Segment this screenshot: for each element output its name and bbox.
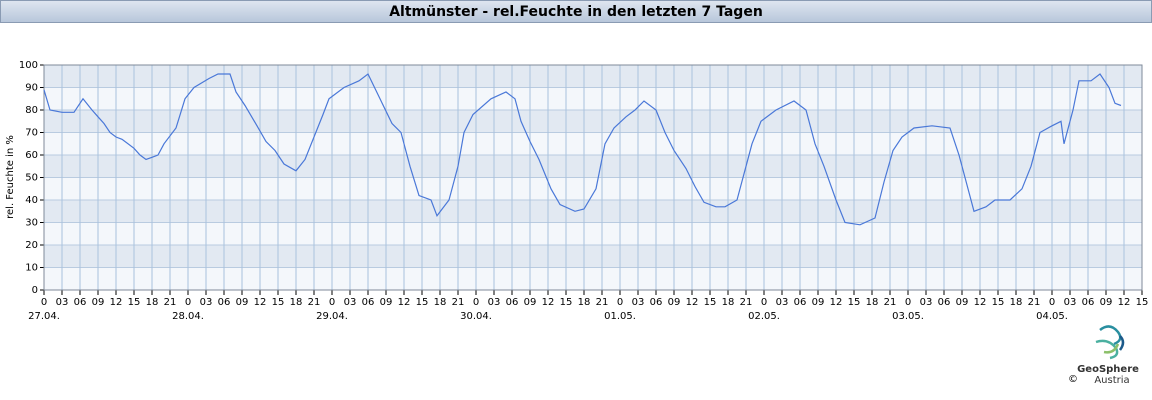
band <box>44 245 1142 268</box>
x-tick-label: 21 <box>452 297 465 308</box>
y-tick-label: 30 <box>25 218 38 229</box>
y-tick-label: 60 <box>25 150 38 161</box>
x-tick-label: 0 <box>761 297 767 308</box>
x-tick-label: 15 <box>1136 297 1149 308</box>
x-tick-label: 06 <box>938 297 951 308</box>
copyright: © <box>1068 374 1078 385</box>
y-tick-label: 70 <box>25 128 38 139</box>
x-tick-label: 12 <box>974 297 987 308</box>
x-tick-label: 18 <box>866 297 879 308</box>
x-tick-label: 09 <box>956 297 969 308</box>
y-tick-label: 100 <box>19 60 38 71</box>
logo-icon <box>1095 325 1125 360</box>
x-tick-label: 09 <box>668 297 681 308</box>
x-tick-label: 09 <box>236 297 249 308</box>
x-tick-label: 15 <box>848 297 861 308</box>
x-tick-label: 12 <box>398 297 411 308</box>
date-label: 01.05. <box>604 311 636 322</box>
x-tick-label: 03 <box>776 297 789 308</box>
date-label: 28.04. <box>172 311 204 322</box>
band <box>44 110 1142 133</box>
x-tick-label: 12 <box>254 297 267 308</box>
x-tick-label: 15 <box>560 297 573 308</box>
x-tick-label: 09 <box>812 297 825 308</box>
band <box>44 200 1142 223</box>
x-tick-label: 21 <box>884 297 897 308</box>
y-axis-label: rel. Feuchte in % <box>5 135 16 219</box>
x-tick-label: 0 <box>473 297 479 308</box>
logo-sub: Austria <box>1094 375 1129 386</box>
date-label: 30.04. <box>460 311 492 322</box>
plot-border <box>43 64 1143 291</box>
y-tick-label: 90 <box>25 83 38 94</box>
x-tick-label: 12 <box>830 297 843 308</box>
date-label: 29.04. <box>316 311 348 322</box>
x-tick-label: 15 <box>272 297 285 308</box>
x-tick-label: 06 <box>362 297 375 308</box>
x-tick-label: 15 <box>128 297 141 308</box>
x-tick-label: 06 <box>218 297 231 308</box>
y-tick-label: 80 <box>25 105 38 116</box>
x-tick-label: 15 <box>704 297 717 308</box>
x-tick-label: 0 <box>905 297 911 308</box>
x-tick-label: 18 <box>578 297 591 308</box>
x-tick-label: 21 <box>164 297 177 308</box>
x-tick-label: 06 <box>74 297 87 308</box>
line <box>43 73 1122 226</box>
x-tick-label: 09 <box>1100 297 1113 308</box>
x-tick-label: 18 <box>146 297 159 308</box>
x-tick-label: 12 <box>110 297 123 308</box>
x-tick-label: 03 <box>920 297 933 308</box>
x-tick-label: 03 <box>56 297 69 308</box>
date-label: 02.05. <box>748 311 780 322</box>
x-tick-label: 03 <box>344 297 357 308</box>
x-tick-label: 15 <box>416 297 429 308</box>
x-tick-label: 0 <box>41 297 47 308</box>
x-tick-label: 21 <box>1028 297 1041 308</box>
band <box>44 155 1142 178</box>
logo-name: GeoSphere <box>1077 364 1139 375</box>
x-tick-label: 06 <box>794 297 807 308</box>
x-tick-label: 12 <box>686 297 699 308</box>
y-tick-label: 20 <box>25 240 38 251</box>
date-label: 03.05. <box>892 311 924 322</box>
chart-title: Altmünster - rel.Feuchte in den letzten … <box>389 4 763 20</box>
x-tick-label: 06 <box>1082 297 1095 308</box>
x-tick-label: 09 <box>524 297 537 308</box>
x-tick-label: 18 <box>290 297 303 308</box>
x-tick-label: 21 <box>596 297 609 308</box>
x-tick-label: 12 <box>542 297 555 308</box>
y-tick-label: 10 <box>25 263 38 274</box>
x-tick-label: 03 <box>632 297 645 308</box>
x-tick-label: 0 <box>617 297 623 308</box>
x-tick-label: 15 <box>992 297 1005 308</box>
y-tick-label: 40 <box>25 195 38 206</box>
date-label: 27.04. <box>28 311 60 322</box>
band <box>44 65 1142 88</box>
x-tick-label: 21 <box>308 297 321 308</box>
x-tick-label: 0 <box>185 297 191 308</box>
y-tick-label: 0 <box>32 285 38 296</box>
x-tick-label: 0 <box>1049 297 1055 308</box>
x-tick-label: 21 <box>740 297 753 308</box>
x-tick-label: 0 <box>329 297 335 308</box>
x-tick-label: 06 <box>506 297 519 308</box>
x-tick-label: 03 <box>1064 297 1077 308</box>
x-tick-label: 09 <box>92 297 105 308</box>
x-tick-label: 09 <box>380 297 393 308</box>
x-tick-label: 18 <box>434 297 447 308</box>
y-tick-label: 50 <box>25 173 38 184</box>
x-tick-label: 03 <box>200 297 213 308</box>
x-tick-label: 12 <box>1118 297 1131 308</box>
x-tick-label: 06 <box>650 297 663 308</box>
x-tick-label: 18 <box>722 297 735 308</box>
date-label: 04.05. <box>1036 311 1068 322</box>
x-tick-label: 03 <box>488 297 501 308</box>
x-tick-label: 18 <box>1010 297 1023 308</box>
